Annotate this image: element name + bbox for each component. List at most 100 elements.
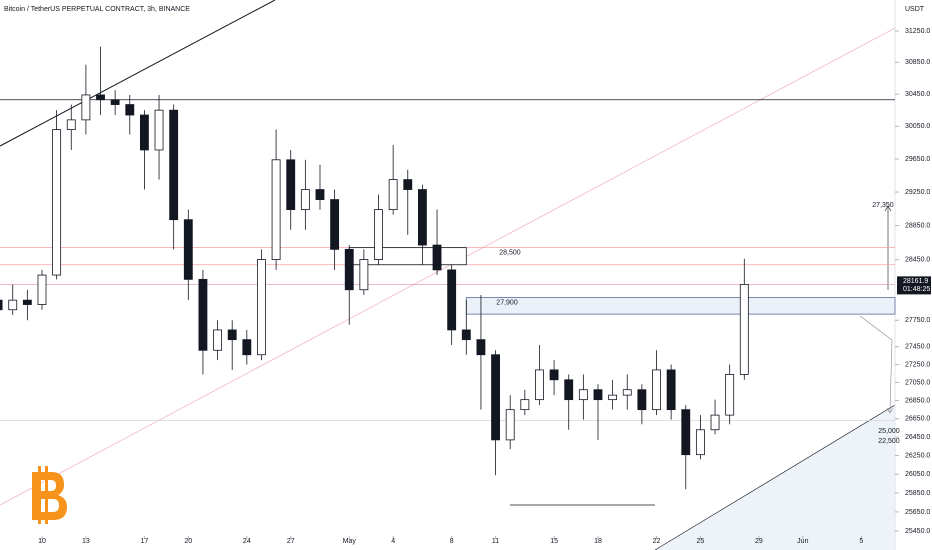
candle-body [637, 389, 647, 411]
x-tick-label: Jun [797, 538, 808, 545]
y-tick-label: 31250.0 [905, 28, 930, 35]
y-tick-label: 26250.0 [905, 452, 930, 459]
candle-body [505, 409, 515, 441]
price-tag [897, 276, 931, 295]
x-tick-label: 20 [184, 538, 192, 545]
candle-body [227, 329, 237, 341]
x-tick-label: 11 [492, 538, 499, 545]
annotation: 22,500 [878, 438, 900, 445]
candle-body [491, 354, 500, 441]
price-tag-countdown: 01:48:25 [903, 286, 930, 293]
candle-body [344, 248, 354, 291]
x-tick-label: 24 [243, 538, 251, 545]
candle-body [432, 244, 442, 271]
y-tick-label: 26850.0 [905, 397, 930, 404]
candle-body [725, 373, 735, 416]
candle-body [139, 114, 149, 151]
y-tick-label: 30450.0 [905, 91, 930, 98]
x-tick-label: 29 [755, 538, 763, 545]
candle-body [695, 429, 705, 456]
trend-line [654, 404, 896, 550]
chart-title: Bitcoin / TetherUS PERPETUAL CONTRACT, 3… [4, 6, 190, 13]
candle-body [739, 283, 749, 375]
x-tick-label: 25 [697, 538, 705, 545]
candle-body [447, 269, 457, 331]
y-tick-label: 28850.0 [905, 222, 930, 229]
candle-body [359, 259, 369, 291]
trend-line [0, 27, 896, 506]
candle-body [666, 369, 676, 411]
x-tick-label: 22 [653, 538, 661, 545]
candle-body [169, 109, 179, 221]
x-tick-label: 27 [287, 538, 295, 545]
candle-body [257, 259, 266, 356]
candle-body [461, 329, 471, 341]
price-tag-value: 28161.9 [903, 278, 928, 285]
candle-body [578, 389, 588, 401]
y-tick-label: 26650.0 [905, 416, 930, 423]
x-tick-label: 10 [38, 538, 46, 545]
zone-label: 27,900 [496, 299, 518, 306]
trend-line [0, 0, 276, 147]
y-tick-label: 27050.0 [905, 379, 930, 386]
y-tick-label: 30050.0 [905, 123, 930, 130]
candle-body [476, 339, 486, 356]
candle-body [81, 94, 91, 121]
annotation: 27,350 [872, 202, 894, 209]
candle-body [520, 399, 530, 411]
candle-body [417, 189, 427, 246]
candle-body [198, 278, 208, 351]
candle-body [52, 129, 62, 276]
y-tick-label: 30850.0 [905, 59, 930, 66]
candle-body [608, 394, 618, 401]
arrow-head [884, 205, 892, 212]
candle-body [66, 119, 76, 130]
axis-unit: USDT [905, 6, 925, 13]
x-tick-label: 4 [391, 538, 395, 545]
y-tick-label: 29650.0 [905, 156, 930, 163]
candle-body [0, 299, 3, 311]
zone-label: 28,500 [499, 249, 521, 256]
y-tick-label: 29250.0 [905, 189, 930, 196]
candle-body [564, 379, 574, 401]
y-tick-label: 26450.0 [905, 434, 930, 441]
candle-body [652, 369, 661, 411]
y-tick-label: 27250.0 [905, 361, 930, 368]
bitcoin-logo [32, 466, 67, 524]
candle-body [110, 99, 120, 105]
candle-body [242, 339, 252, 356]
candle-body [125, 104, 135, 116]
candle-body [22, 299, 32, 305]
candle-body [403, 179, 413, 190]
candle-body [549, 369, 559, 381]
candle-body [622, 389, 632, 396]
candle-body [154, 109, 164, 151]
candle-body [374, 209, 383, 260]
candle-body [8, 299, 18, 311]
x-tick-label: 5 [859, 538, 863, 545]
candle-body [681, 409, 691, 456]
annotation: 25,000 [878, 428, 900, 435]
candle-body [271, 159, 281, 260]
y-tick-label: 26050.0 [905, 471, 930, 478]
candle-body [300, 189, 310, 211]
x-tick-label: 15 [550, 538, 558, 545]
zone [465, 297, 896, 315]
candle-body [535, 369, 544, 401]
candle-body [213, 329, 222, 351]
target-arrow [859, 315, 893, 413]
arrow-head [886, 407, 894, 414]
candle-body [388, 179, 398, 211]
y-tick-label: 27450.0 [905, 344, 930, 351]
y-tick-label: 25850.0 [905, 490, 930, 497]
y-tick-label: 25650.0 [905, 509, 930, 516]
candle-body [286, 159, 296, 211]
y-tick-label: 28450.0 [905, 256, 930, 263]
candle-body [330, 199, 340, 250]
x-tick-label: May [343, 538, 357, 545]
y-tick-label: 25450.0 [905, 528, 930, 535]
y-tick-label: 27750.0 [905, 317, 930, 324]
